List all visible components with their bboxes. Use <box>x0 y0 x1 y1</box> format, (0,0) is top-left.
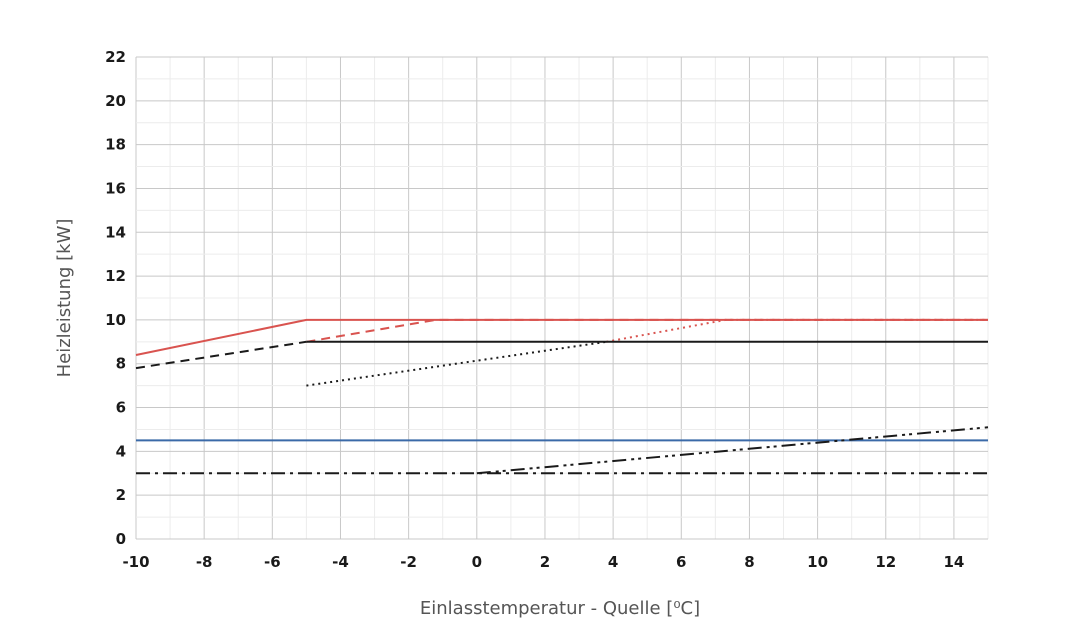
x-tick-label: 4 <box>608 553 618 571</box>
x-tick-label: -8 <box>196 553 213 571</box>
y-tick-label: 22 <box>105 48 126 66</box>
series-line-6 <box>306 340 607 387</box>
x-tick-labels: -10 -8 -6 -4 -2 0 2 4 6 8 10 12 14 <box>122 553 964 571</box>
x-tick-label: 8 <box>744 553 754 571</box>
series-line-1 <box>135 318 988 356</box>
y-axis-title: Heizleistung [kW] <box>54 219 75 378</box>
y-tick-label: 2 <box>116 486 126 504</box>
y-tick-label: 6 <box>116 399 126 417</box>
series-group <box>135 318 989 475</box>
x-tick-label: 14 <box>943 553 964 571</box>
y-tick-label: 12 <box>105 267 126 285</box>
x-tick-label: -6 <box>264 553 281 571</box>
x-tick-label: 12 <box>875 553 896 571</box>
y-tick-label: 20 <box>105 92 126 110</box>
x-tick-label: 2 <box>540 553 550 571</box>
y-tick-label: 18 <box>105 136 126 154</box>
y-tick-label: 0 <box>116 530 126 548</box>
x-tick-label: -2 <box>400 553 417 571</box>
y-tick-labels: 0 2 4 6 8 10 12 14 16 18 20 22 <box>105 48 126 548</box>
x-axis-title: Einlasstemperatur - Quelle [⁰C] <box>420 598 700 619</box>
x-tick-label: 10 <box>807 553 828 571</box>
y-tick-label: 8 <box>116 355 126 373</box>
series-line-5 <box>135 340 307 370</box>
y-tick-label: 14 <box>105 223 126 241</box>
y-tick-label: 10 <box>105 311 126 329</box>
x-tick-label: 6 <box>676 553 686 571</box>
x-tick-label: -10 <box>122 553 149 571</box>
x-tick-label: -4 <box>332 553 349 571</box>
series-line-9 <box>476 426 989 475</box>
grid <box>135 56 989 540</box>
y-tick-label: 16 <box>105 179 126 197</box>
series-line-3 <box>606 318 988 343</box>
y-tick-label: 4 <box>116 442 126 460</box>
x-tick-label: 0 <box>472 553 482 571</box>
